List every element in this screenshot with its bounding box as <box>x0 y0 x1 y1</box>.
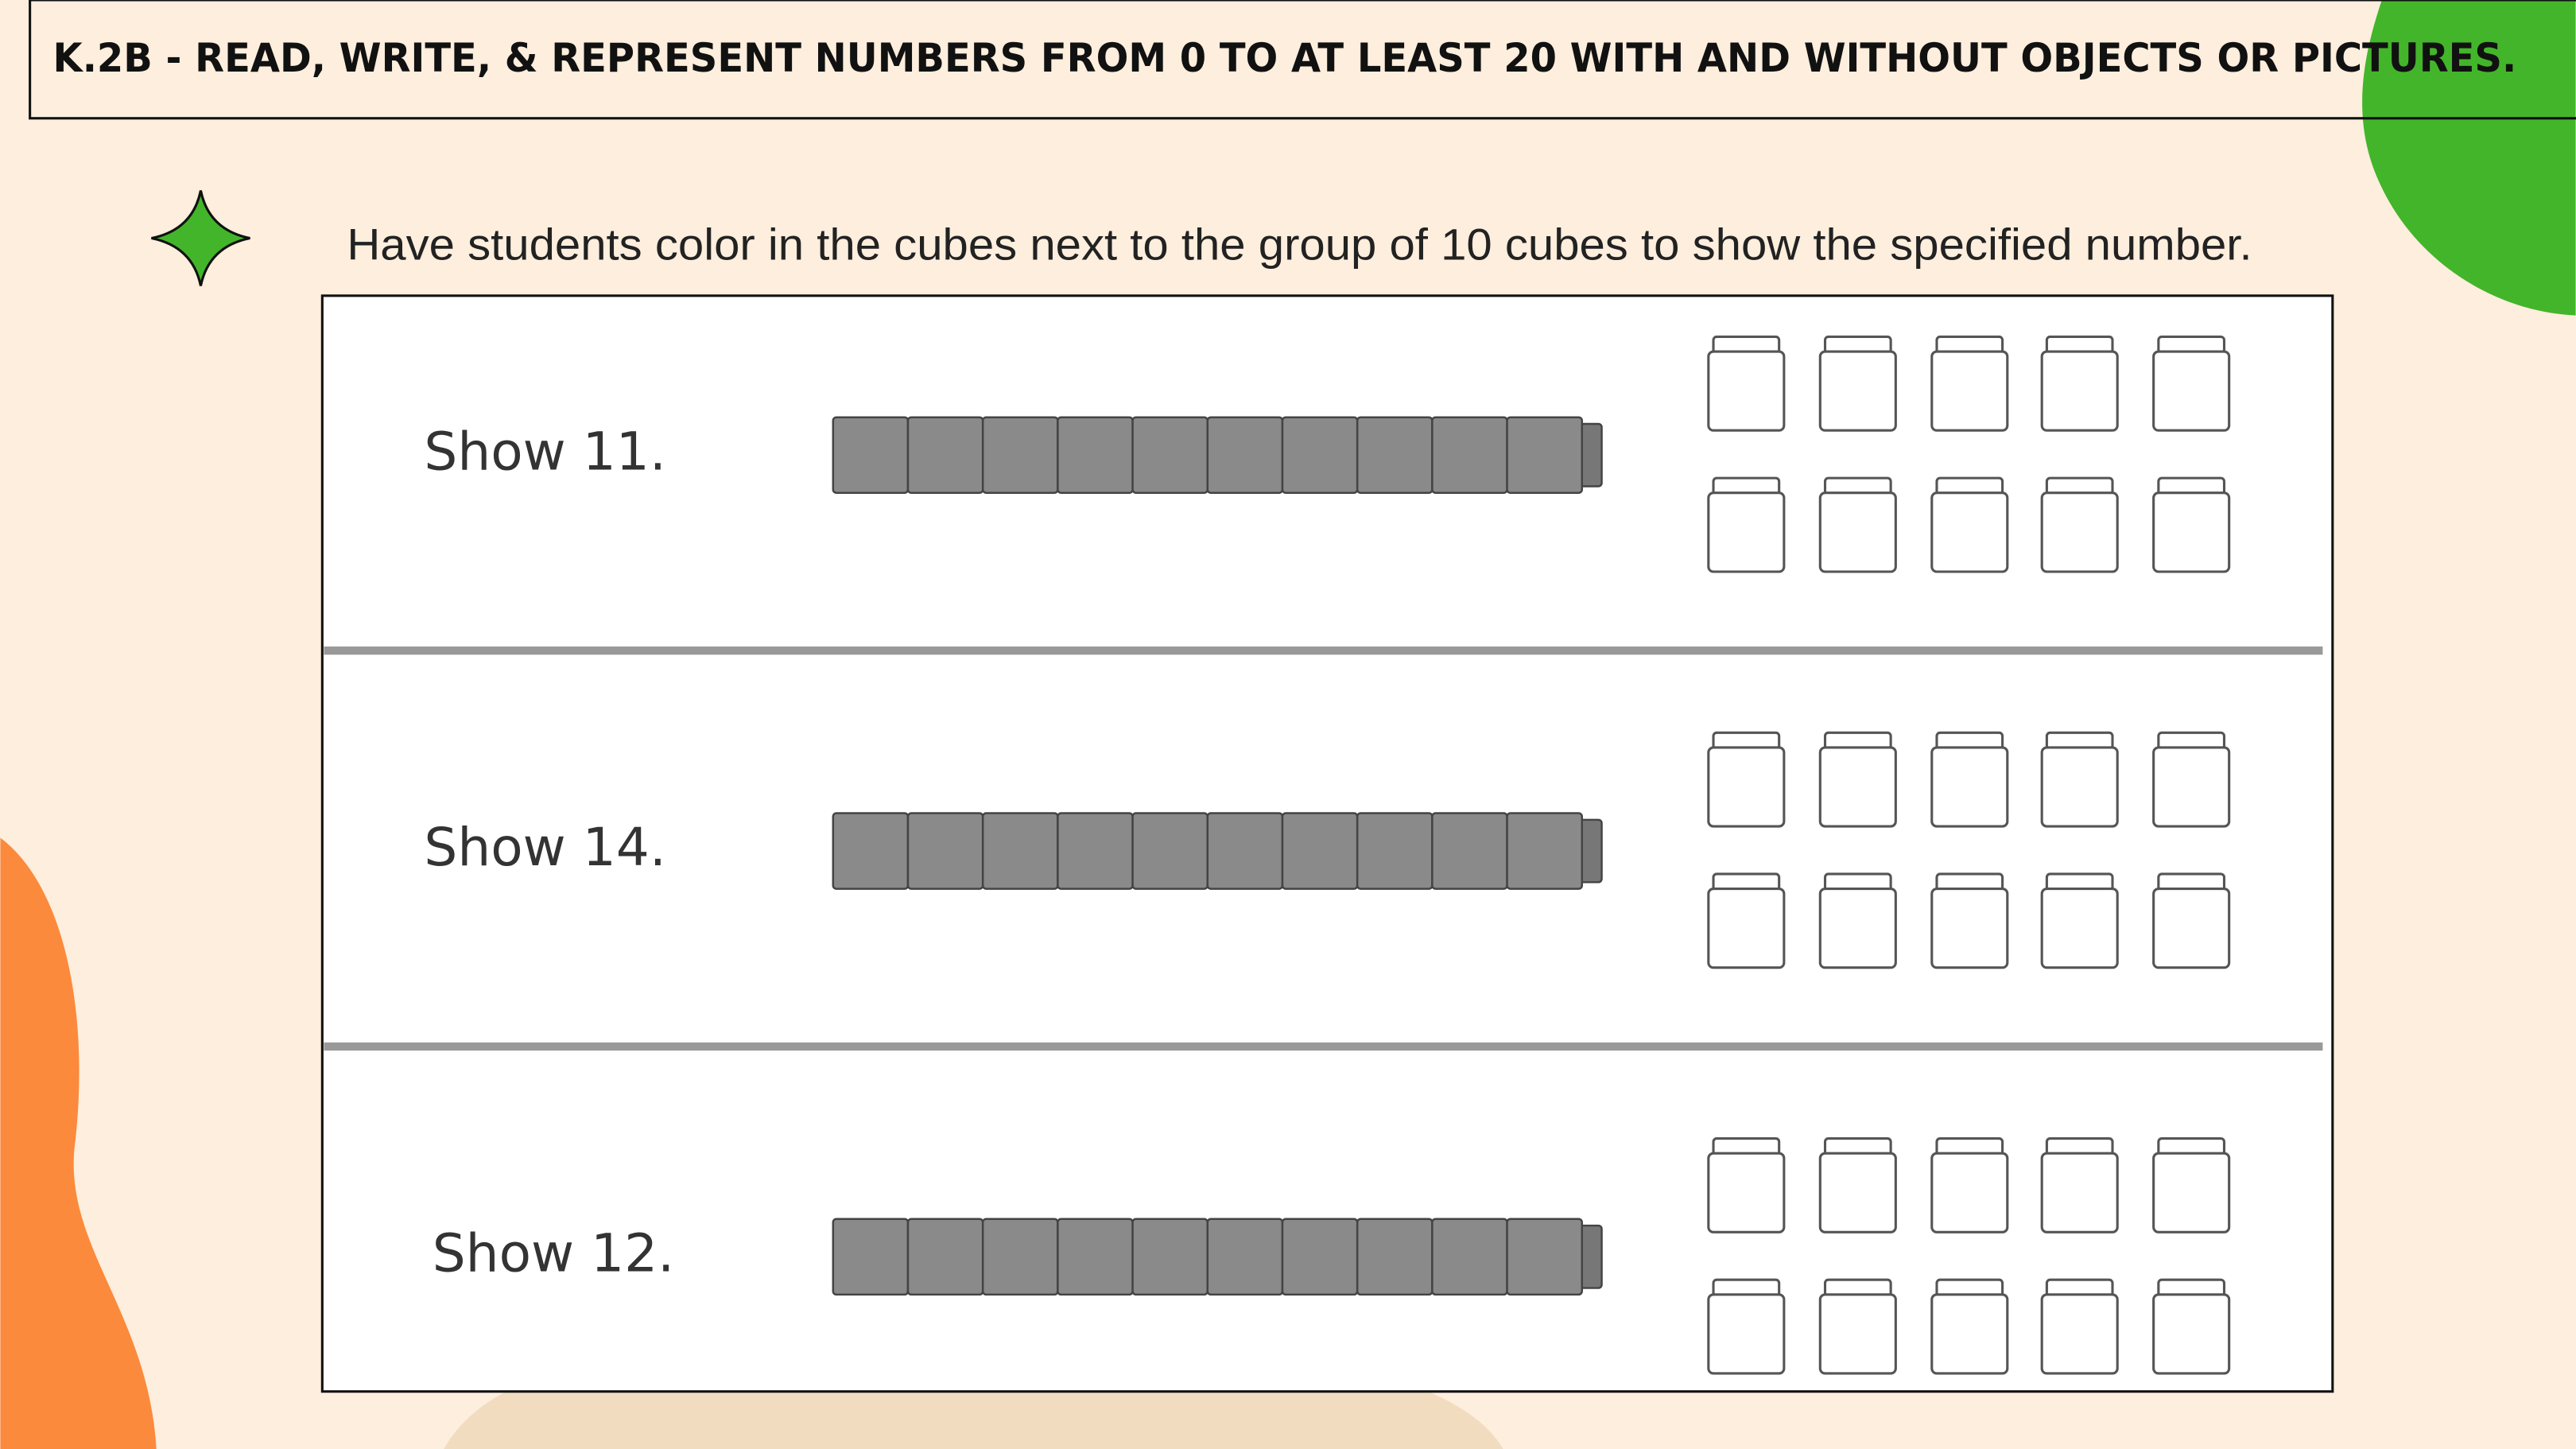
ten-bar-cube <box>832 416 910 494</box>
empty-cube <box>2040 888 2119 969</box>
ten-bar-cube <box>1057 812 1134 890</box>
empty-cube <box>1818 491 1897 573</box>
empty-cube <box>1707 350 1786 432</box>
ten-bar-cube <box>832 1218 910 1296</box>
empty-cube <box>1818 1293 1897 1375</box>
ten-bar-cube <box>981 1218 1059 1296</box>
empty-cube <box>1707 491 1786 573</box>
instruction: Have students color in the cubes next to… <box>347 220 2252 270</box>
ten-bar-cube <box>1131 1218 1209 1296</box>
ten-bar-cube <box>832 812 910 890</box>
rows: Show 11. Show 14. Show 12. <box>324 335 2323 1375</box>
empty-cube <box>1707 1293 1786 1375</box>
ten-bar-cube <box>906 1218 984 1296</box>
empty-cube <box>1930 350 2009 432</box>
worksheet-row: Show 14. <box>424 731 2231 969</box>
empty-cube <box>2152 746 2231 828</box>
ten-bar-cube <box>1506 812 1584 890</box>
empty-cube <box>2152 350 2231 432</box>
ten-bar-cube <box>1431 1218 1508 1296</box>
ten-bar-cube <box>1431 416 1508 494</box>
empty-cube <box>1707 888 1786 969</box>
empty-cube <box>1818 746 1897 828</box>
empty-cube <box>1930 888 2009 969</box>
orange-blob <box>0 837 157 1449</box>
ten-bar-cube <box>1506 1218 1584 1296</box>
empty-cube <box>2040 350 2119 432</box>
ten-bar-cube <box>1281 812 1359 890</box>
empty-cube <box>1707 746 1786 828</box>
empty-cube <box>1818 350 1897 432</box>
empty-cube <box>2040 491 2119 573</box>
ten-bar-cube <box>1206 416 1284 494</box>
ten-bar-cube <box>906 416 984 494</box>
empty-cube <box>1930 1293 2009 1375</box>
row-label: Show 14. <box>424 817 665 878</box>
ten-bar-cube <box>981 416 1059 494</box>
empty-cube <box>1930 1152 2009 1233</box>
row-label: Show 11. <box>424 421 665 482</box>
ten-bar-cube <box>1131 812 1209 890</box>
ten-bar-cube <box>906 812 984 890</box>
ten-bar-cube <box>1281 1218 1359 1296</box>
title-box <box>29 0 2576 120</box>
title: K.2B - READ, WRITE, & REPRESENT NUMBERS … <box>53 35 2517 81</box>
ten-bar-cube <box>1431 812 1508 890</box>
empty-cube <box>1818 888 1897 969</box>
empty-cube <box>2152 491 2231 573</box>
ten-bar-cube <box>981 812 1059 890</box>
ten-bar-cube <box>1356 1218 1433 1296</box>
empty-cube <box>1707 1152 1786 1233</box>
empty-cube <box>1930 491 2009 573</box>
ten-bar-cube <box>1506 416 1584 494</box>
worksheet-row: Show 12. <box>433 1137 2231 1375</box>
empty-cube <box>2040 746 2119 828</box>
ten-bar-cube <box>1281 416 1359 494</box>
worksheet-row: Show 11. <box>424 335 2231 573</box>
ten-bar-cube <box>1057 1218 1134 1296</box>
empty-cube <box>2040 1293 2119 1375</box>
ten-bar-cube <box>1206 1218 1284 1296</box>
ten-bar-cube <box>1206 812 1284 890</box>
empty-cube <box>2152 888 2231 969</box>
row-label: Show 12. <box>433 1222 674 1284</box>
empty-cube <box>2152 1152 2231 1233</box>
ten-bar-cube <box>1356 812 1433 890</box>
empty-cube <box>1818 1152 1897 1233</box>
ten-bar-cube <box>1356 416 1433 494</box>
empty-cube <box>1930 746 2009 828</box>
green-blob <box>2362 0 2576 316</box>
empty-cube <box>2152 1293 2231 1375</box>
sparkle-icon <box>151 190 250 286</box>
empty-cube <box>2040 1152 2119 1233</box>
ten-bar-cube <box>1057 416 1134 494</box>
ten-bar-cube <box>1131 416 1209 494</box>
